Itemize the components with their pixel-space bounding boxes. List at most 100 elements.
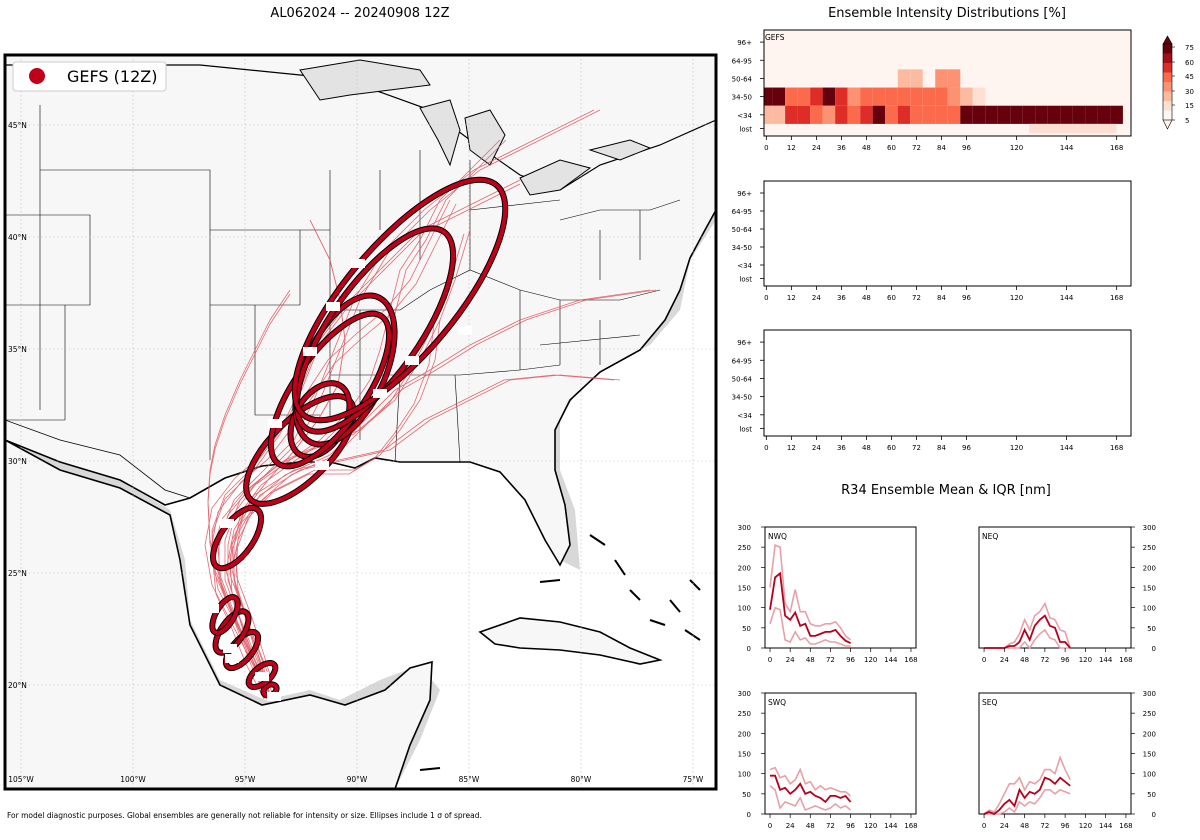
intensity-panel-1: 96+ 64-95 50-64 34-50 <34 lost 0 12 24 36 48 60 72 84… [732, 180, 1132, 302]
r34-x-label: 0 [982, 656, 986, 664]
intensity-panel-bg [764, 181, 1131, 286]
r34-iqr-lower [984, 788, 1071, 815]
lon-label-80: 80°W [571, 775, 592, 784]
track-line [229, 323, 435, 700]
lon-label-105: 105°W [8, 775, 34, 784]
intensity-y-label: <34 [737, 112, 752, 120]
r34-y-label: 150 [1143, 751, 1156, 759]
r34-x-label: 96 [846, 822, 855, 830]
r34-iqr-upper [983, 755, 1071, 815]
r34-x-label: 120 [864, 656, 877, 664]
r34-x-label: 48 [1020, 656, 1029, 664]
r34-y-label: 250 [738, 544, 751, 552]
heatmap-cell [947, 87, 961, 106]
legend-marker [29, 68, 45, 84]
border-us-mexico [5, 419, 191, 499]
intensity-x-label: 84 [937, 144, 946, 152]
r34-y-label: 0 [1152, 811, 1156, 819]
ellipse-label-bg [267, 692, 281, 701]
intensity-x-label: 48 [862, 294, 871, 302]
heatmap-cell [1010, 105, 1023, 124]
intensity-x-label: 48 [862, 144, 871, 152]
spread-ellipses: 012243648729696120120144144168168 [205, 176, 509, 701]
ellipse-label-bg [205, 604, 219, 613]
heatmap-cell [972, 105, 986, 124]
r34-panel-swq: SWQ 300 250 200 150 100 50 0 0 24 48 72 96 120 144 168 [738, 690, 918, 830]
colorbar-swatch [1163, 91, 1172, 102]
r34-x-label: 96 [1061, 656, 1070, 664]
heatmap-cell [947, 105, 961, 124]
lat-label-30: 30°N [8, 457, 27, 466]
r34-x-label: 48 [806, 656, 815, 664]
r34-y-label: 50 [742, 625, 751, 633]
intensity-y-label: 34-50 [732, 394, 752, 402]
colorbar-swatch [1163, 82, 1172, 92]
intensity-x-label: 144 [1060, 294, 1074, 302]
intensity-x-label: 36 [837, 444, 846, 452]
r34-panel-nwq: NWQ 300 250 200 150 100 50 0 0 24 48 72 96 120 144 168 [738, 524, 918, 664]
ellipse-label-bg [223, 644, 237, 653]
colorbar-tick-label: 5 [1185, 117, 1189, 125]
heatmap-cell [910, 105, 923, 124]
heatmap-cell [772, 105, 786, 124]
heatmap-cell [822, 105, 836, 124]
r34-x-label: 144 [1099, 656, 1113, 664]
r34-y-label: 50 [1147, 625, 1156, 633]
heatmap-cell [985, 105, 998, 124]
r34-quadrant-label: NWQ [768, 532, 787, 541]
intensity-y-label: 50-64 [732, 226, 753, 234]
great-lakes [299, 59, 652, 196]
ellipse-label-bg [405, 356, 419, 365]
intensity-y-label: <34 [737, 262, 752, 270]
r34-x-label: 24 [1000, 822, 1009, 830]
heatmap-cell [960, 105, 973, 124]
r34-mean-line [769, 571, 851, 645]
heatmap-cell [1022, 105, 1036, 124]
lat-label-35: 35°N [8, 345, 27, 354]
colorbar-swatch [1163, 72, 1172, 83]
intensity-x-label: 24 [812, 144, 821, 152]
r34-x-label: 144 [884, 822, 898, 830]
heatmap-cell [764, 87, 773, 106]
intensity-x-label: 0 [764, 294, 768, 302]
intensity-y-label: lost [739, 125, 752, 133]
ellipse-label-bg [303, 347, 317, 356]
intensity-x-label: 168 [1110, 444, 1123, 452]
r34-x-label: 168 [904, 822, 917, 830]
colorbar-swatch [1163, 44, 1172, 54]
colorbar-extend-bottom [1162, 119, 1173, 130]
heatmap-cell [772, 87, 786, 106]
lon-label-100: 100°W [120, 775, 146, 784]
heatmap-cell [797, 105, 811, 124]
intensity-y-label: 64-95 [732, 57, 752, 65]
heatmap-cell [935, 87, 948, 106]
legend-label: GEFS (12Z) [67, 67, 157, 86]
mexico-land [5, 439, 433, 789]
heatmap-cell [922, 87, 936, 106]
heatmap-cell [1029, 123, 1117, 133]
r34-mean-line [770, 774, 852, 804]
intensity-x-label: 96 [962, 144, 971, 152]
heatmap-cell [872, 87, 886, 106]
colorbar-swatch [1163, 110, 1172, 121]
heatmap-cell [897, 105, 911, 124]
intensity-x-label: 120 [1010, 144, 1023, 152]
track-line [210, 203, 457, 700]
r34-iqr-lower [769, 785, 852, 812]
colorbar-frame [1162, 43, 1173, 121]
intensity-x-label: 168 [1110, 144, 1123, 152]
r34-y-label: 250 [1143, 544, 1156, 552]
ellipse-label-bg [373, 389, 387, 398]
intensity-x-label: 72 [912, 444, 921, 452]
ellipse-label-bg [268, 419, 282, 428]
r34-x-label: 24 [786, 656, 795, 664]
intensity-x-label: 72 [912, 294, 921, 302]
heatmap-cell [785, 87, 798, 106]
r34-y-label: 150 [738, 585, 751, 593]
intensity-y-label: 50-64 [732, 375, 753, 383]
ellipse-label-bg [458, 326, 472, 335]
lat-label-45: 45°N [8, 121, 27, 130]
heatmap-cell [872, 105, 886, 124]
heatmap-cell [847, 105, 861, 124]
heatmap-cell [810, 105, 823, 124]
